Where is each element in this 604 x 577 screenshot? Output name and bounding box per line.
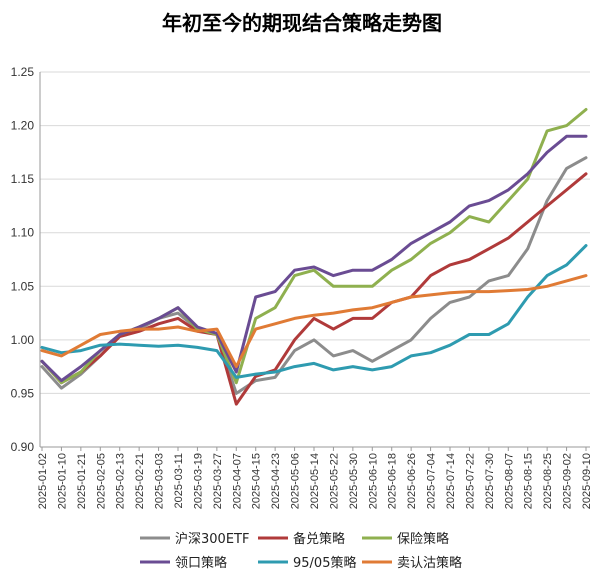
x-tick-label: 2025-02-21 — [134, 453, 146, 509]
x-tick-label: 2025-01-02 — [37, 453, 49, 509]
x-tick-label: 2025-04-15 — [251, 453, 263, 509]
series-line-4 — [40, 244, 588, 379]
x-tick-label: 2025-02-13 — [115, 453, 127, 509]
x-tick-label: 2025-01-21 — [76, 453, 88, 509]
x-tick-label: 2025-08-07 — [503, 453, 515, 509]
x-tick-label: 2025-04-07 — [231, 453, 243, 509]
x-tick-label: 2025-08-15 — [523, 453, 535, 509]
legend-label: 卖认沽策略 — [397, 555, 462, 571]
y-tick-label: 1.05 — [11, 279, 35, 293]
legend-label: 备兑策略 — [293, 531, 345, 547]
y-tick-label: 1.00 — [11, 333, 35, 347]
x-tick-label: 2025-07-04 — [426, 453, 438, 509]
y-tick-label: 0.95 — [11, 386, 35, 400]
x-tick-label: 2025-05-06 — [290, 453, 302, 509]
legend-label: 95/05策略 — [293, 555, 356, 571]
y-tick-label: 0.90 — [11, 440, 35, 454]
x-tick-label: 2025-07-14 — [445, 453, 457, 509]
y-tick-label: 1.25 — [11, 65, 35, 79]
legend-label: 领口策略 — [175, 555, 227, 571]
series-line-5 — [40, 274, 588, 369]
x-tick-label: 2025-09-10 — [581, 453, 593, 509]
series-lines — [40, 108, 588, 406]
x-tick-label: 2025-03-03 — [154, 453, 166, 509]
x-tick-label: 2025-06-18 — [387, 453, 399, 509]
x-tick-label: 2025-07-30 — [484, 453, 496, 509]
x-tick-label: 2025-05-22 — [328, 453, 340, 509]
series-line-1 — [40, 172, 588, 406]
y-tick-label: 1.20 — [11, 119, 35, 133]
x-tick-label: 2025-06-10 — [367, 453, 379, 509]
x-tick-label: 2025-05-30 — [348, 453, 360, 509]
x-tick-label: 2025-07-22 — [464, 453, 476, 509]
x-tick-label: 2025-08-25 — [542, 453, 554, 509]
legend-label: 保险策略 — [397, 531, 449, 547]
y-tick-label: 1.10 — [11, 226, 35, 240]
x-tick-label: 2025-03-27 — [212, 453, 224, 509]
legend-label: 沪深300ETF — [175, 531, 249, 547]
y-axis-ticks: 0.90 0.95 1.00 1.05 1.10 1.15 1.20 1.25 — [11, 65, 35, 454]
x-tick-label: 2025-01-10 — [56, 453, 68, 509]
x-tick-label: 2025-05-14 — [309, 453, 321, 509]
x-tick-label: 2025-04-23 — [270, 453, 282, 509]
x-tick-label: 2025-03-19 — [192, 453, 204, 509]
y-tick-label: 1.15 — [11, 172, 35, 186]
chart-title: 年初至今的期现结合策略走势图 — [162, 11, 442, 35]
x-tick-label: 2025-02-05 — [95, 453, 107, 509]
x-tick-label: 2025-09-02 — [562, 453, 574, 509]
grid-lines — [40, 71, 590, 448]
axes — [39, 72, 590, 448]
x-tick-label: 2025-06-26 — [406, 453, 418, 509]
x-tick-label: 2025-03-11 — [173, 453, 185, 508]
x-axis-ticks: 2025-01-02 2025-01-10 2025-01-21 2025-02-05… — [37, 447, 593, 509]
